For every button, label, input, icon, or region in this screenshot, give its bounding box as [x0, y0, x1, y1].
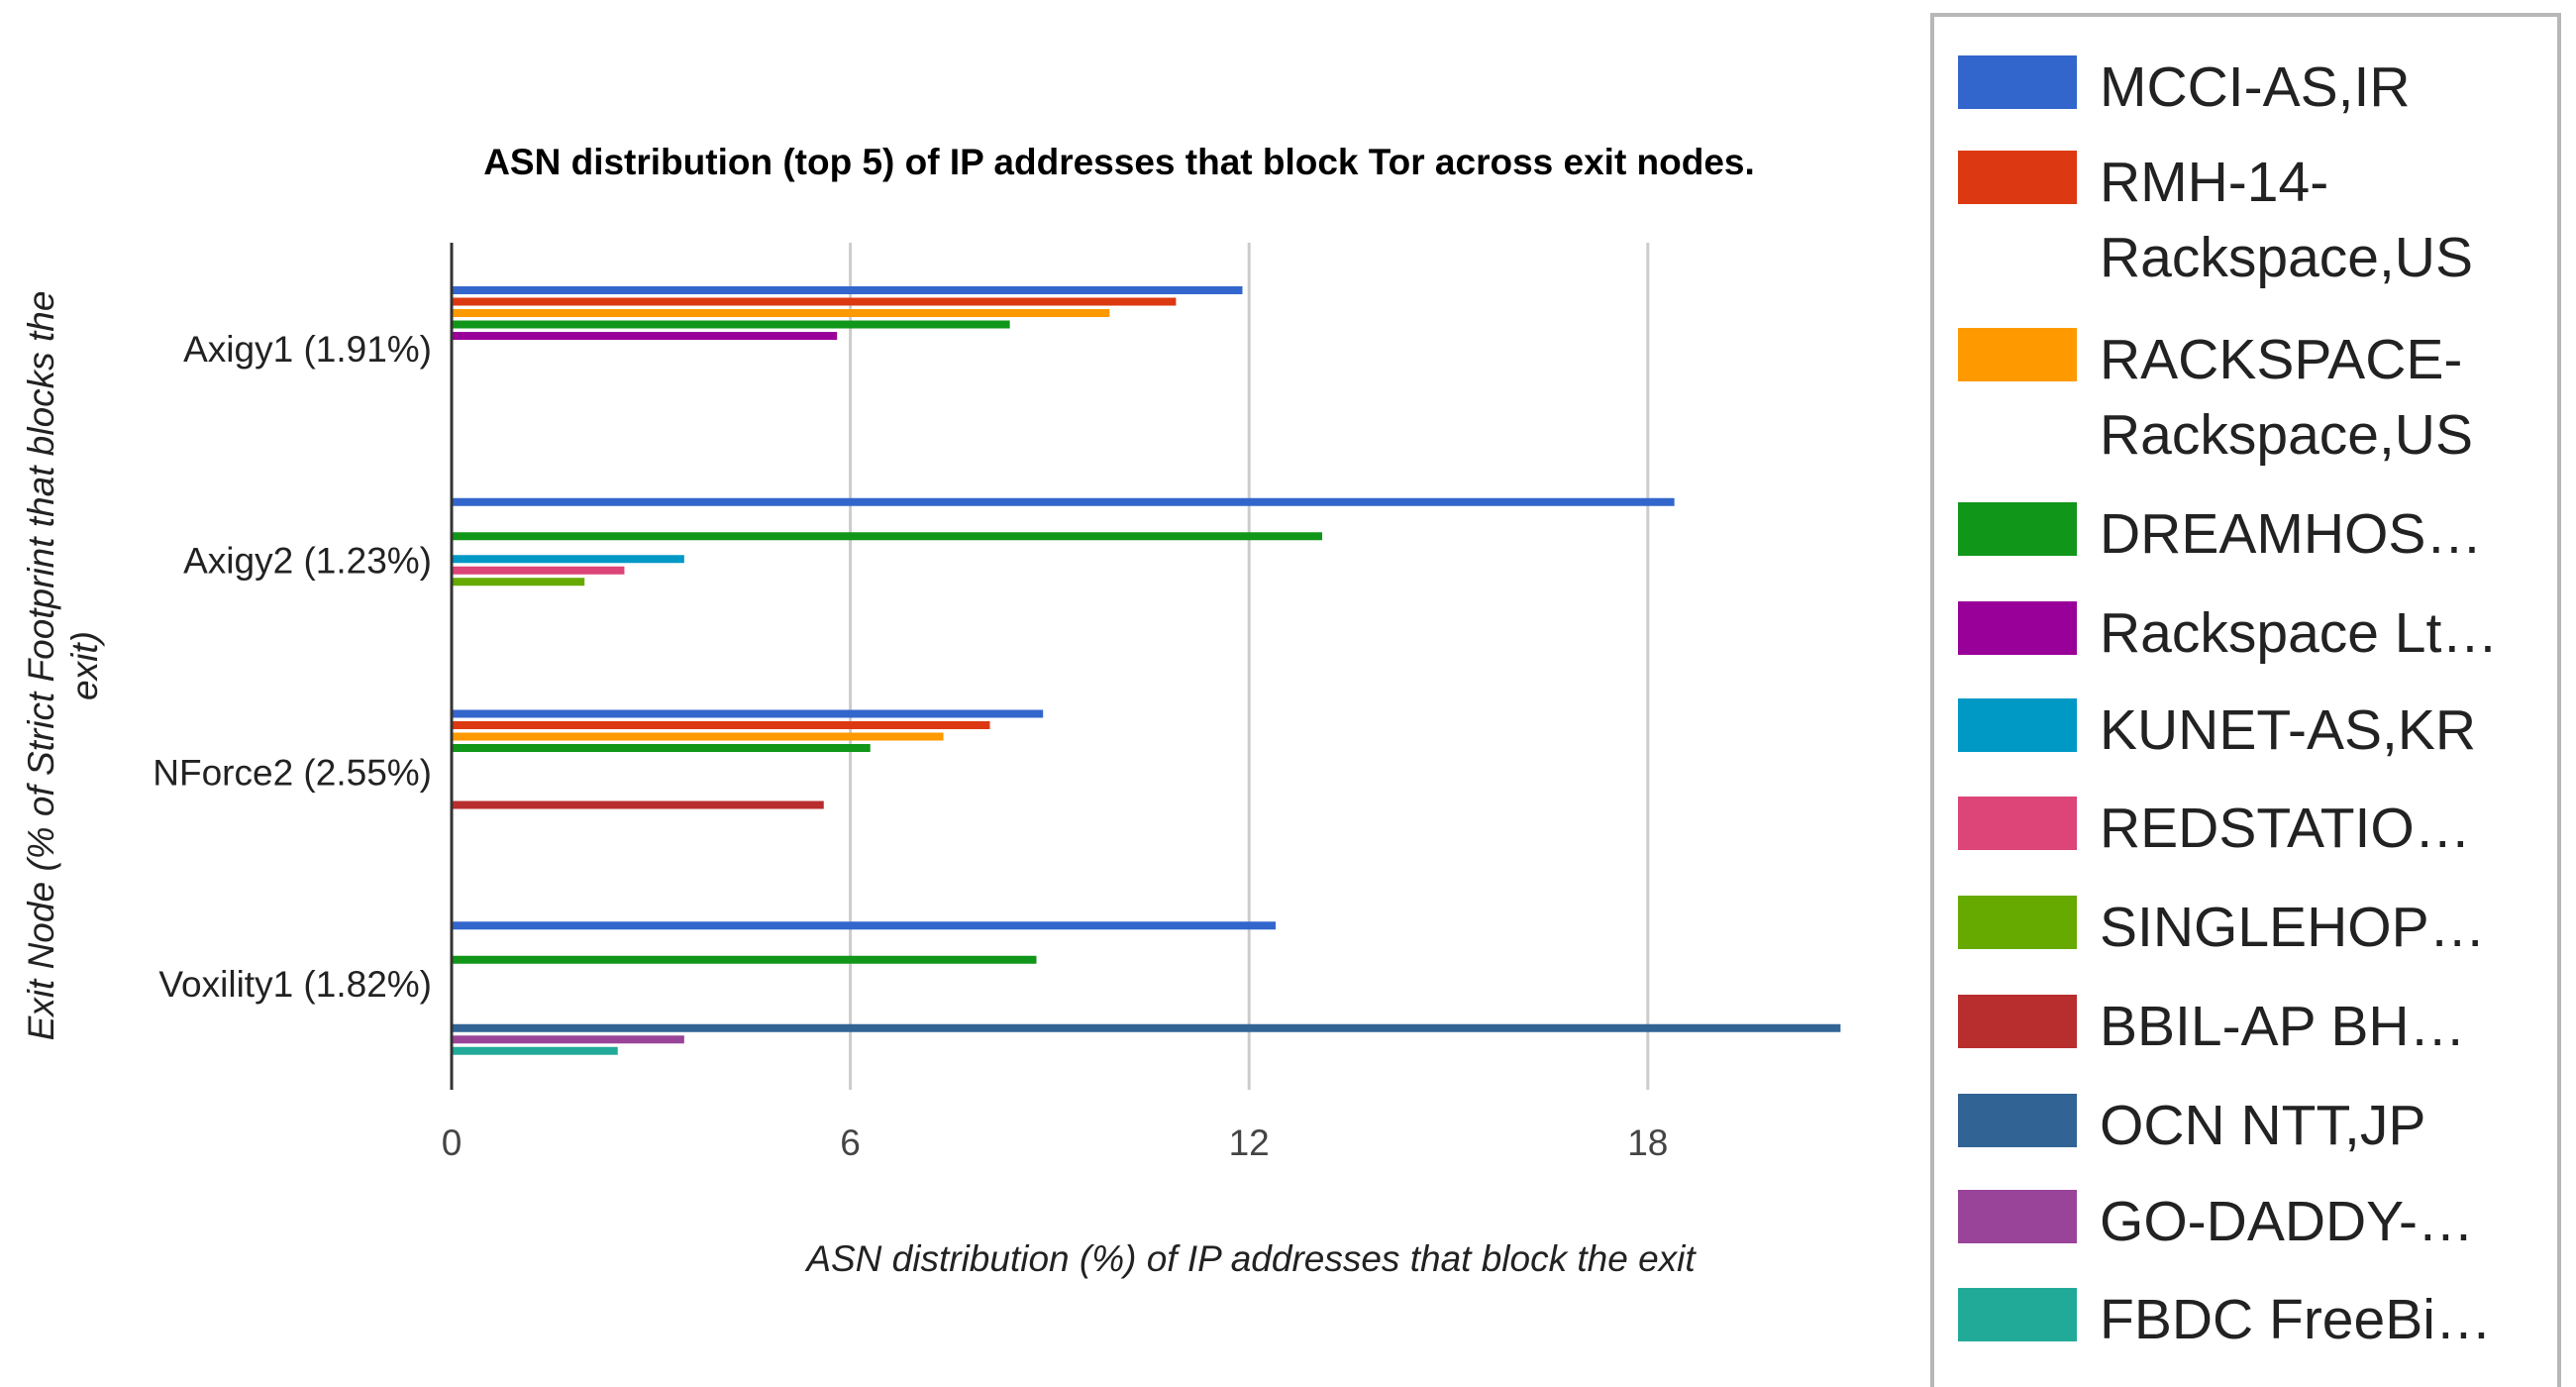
gridlines [849, 243, 1650, 1090]
legend-swatch [1958, 797, 2077, 850]
x-tick-label: 18 [1627, 1122, 1668, 1163]
legend-label: Rackspace Lt… [2100, 601, 2499, 665]
bar [452, 1046, 618, 1055]
y-axis-title-line: exit) [64, 631, 105, 700]
legend-label: REDSTATIO… [2100, 797, 2471, 860]
chart-title: ASN distribution (top 5) of IP addresses… [483, 142, 1755, 182]
x-tick-label: 6 [840, 1122, 861, 1163]
x-axis-title: ASN distribution (%) of IP addresses tha… [804, 1238, 1697, 1279]
legend: MCCI-AS,IR RMH-14- Rackspace,US RACKSPACE-… [1930, 13, 2561, 1387]
legend-swatch [1958, 1288, 2077, 1341]
bar-chart: ASN distribution (top 5) of IP addresses… [21, 142, 1841, 1279]
legend-swatch [1958, 698, 2077, 752]
bars [452, 286, 1841, 1055]
bar [452, 921, 1277, 930]
y-axis-title-line: Exit Node (% of Strict Footprint that bl… [21, 291, 61, 1041]
bar [452, 800, 824, 809]
legend-swatch [1958, 995, 2077, 1048]
bar [452, 955, 1037, 964]
bar [452, 309, 1110, 317]
legend-label: OCN NTT,JP [2100, 1094, 2426, 1157]
category-labels: Axigy1 (1.91%) Axigy2 (1.23%) NForce2 (2.5… [153, 329, 432, 1005]
legend-swatch [1958, 601, 2077, 655]
legend-label: RACKSPACE- Rackspace,US [2100, 328, 2473, 467]
legend-swatch [1958, 1094, 2077, 1147]
legend-label: DREAMHOS… [2100, 502, 2483, 566]
bar [452, 732, 944, 741]
bar [452, 297, 1177, 306]
bar [452, 555, 684, 564]
bar [452, 320, 1010, 329]
legend-swatch [1958, 151, 2077, 204]
bar [452, 1023, 1841, 1032]
legend-label: SINGLEHOP… [2100, 896, 2486, 959]
y-axis-title: Exit Node (% of Strict Footprint that bl… [21, 291, 105, 1041]
legend-swatch [1958, 1190, 2077, 1243]
bar [452, 532, 1323, 541]
legend-label: FBDC FreeBi… [2100, 1288, 2492, 1351]
x-tick-labels: 0 6 12 18 [442, 1122, 1669, 1163]
bar [452, 1035, 684, 1044]
bar [452, 286, 1243, 294]
legend-label: RMH-14- Rackspace,US [2100, 151, 2473, 289]
bar [452, 721, 990, 729]
legend-label: KUNET-AS,KR [2100, 698, 2477, 762]
bar [452, 332, 838, 340]
legend-swatch [1958, 328, 2077, 381]
category-label: Axigy2 (1.23%) [183, 541, 432, 582]
x-tick-label: 12 [1229, 1122, 1270, 1163]
bar [452, 578, 585, 587]
legend-swatch [1958, 502, 2077, 556]
bar [452, 497, 1675, 506]
category-label: Axigy1 (1.91%) [183, 329, 432, 370]
bar [452, 744, 871, 752]
category-label: NForce2 (2.55%) [153, 752, 432, 793]
category-label: Voxility1 (1.82%) [158, 964, 432, 1005]
bar [452, 566, 625, 575]
legend-label: BBIL-AP BH… [2100, 995, 2466, 1058]
legend-swatch [1958, 55, 2077, 109]
legend-label: MCCI-AS,IR [2100, 55, 2411, 119]
x-tick-label: 0 [442, 1122, 463, 1163]
bar [452, 709, 1044, 718]
legend-swatch [1958, 896, 2077, 949]
legend-label: GO-DADDY-… [2100, 1190, 2474, 1253]
